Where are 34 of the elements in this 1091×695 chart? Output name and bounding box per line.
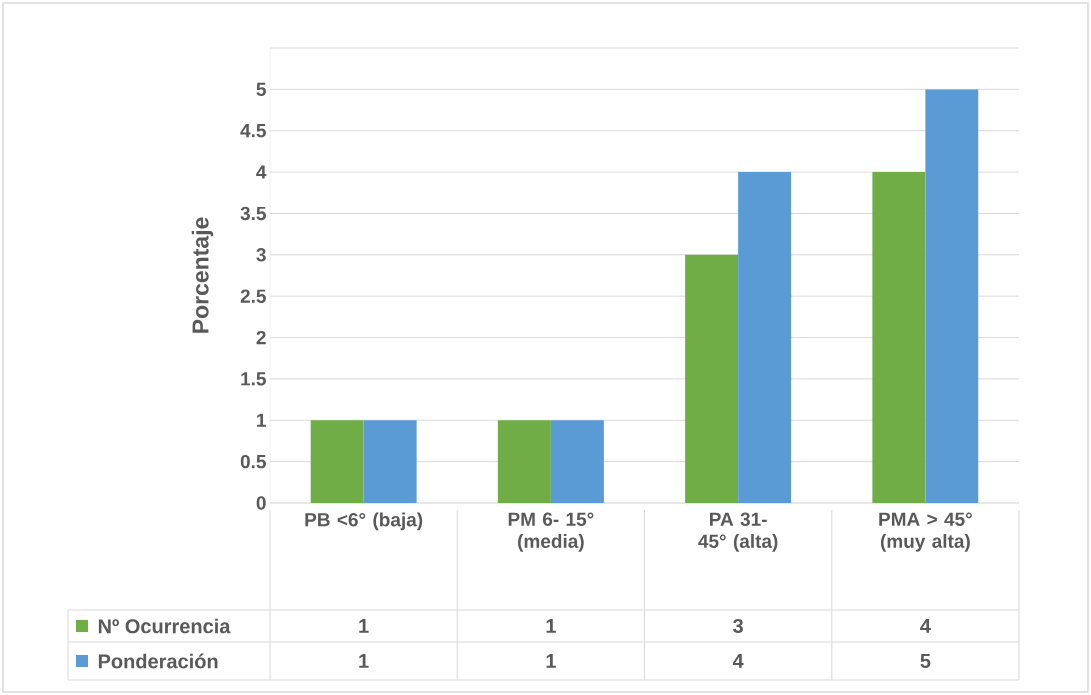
y-tick-label: 3 — [256, 248, 266, 262]
bar — [497, 420, 551, 503]
legend-label: Ponderación — [98, 653, 218, 669]
bar — [925, 89, 979, 503]
data-label: 4 — [920, 619, 931, 633]
data-label: 5 — [920, 654, 931, 668]
y-tick-label: 5 — [256, 82, 266, 96]
y-tick-label: 4.5 — [240, 124, 266, 138]
data-label: 1 — [359, 654, 369, 668]
y-tick-label: 2.5 — [240, 289, 266, 303]
y-tick-label: 0.5 — [240, 454, 266, 469]
x-tick-label: PM 6- 15° (media) — [508, 512, 594, 552]
x-tick-label: PMA > 45° (muy alta) — [879, 512, 972, 552]
legend-label: Nº Ocurrencia — [98, 618, 231, 634]
y-tick-label: 4 — [256, 165, 267, 179]
bar — [872, 172, 926, 503]
bar — [685, 254, 739, 503]
y-tick-label: 1 — [257, 413, 266, 427]
data-label: 3 — [733, 618, 743, 634]
data-label: 1 — [546, 654, 556, 668]
x-tick-label: PA 31- 45° (alta) — [698, 512, 778, 552]
x-tick-label: PB <6° (baja) — [305, 512, 423, 531]
y-tick-label: 3.5 — [240, 206, 266, 221]
y-tick-label: 1.5 — [241, 372, 266, 386]
data-label: 4 — [732, 654, 744, 668]
bar — [363, 420, 417, 503]
y-tick-label: 0 — [256, 496, 266, 510]
bar — [738, 172, 792, 503]
bar — [550, 420, 604, 503]
data-label: 1 — [546, 619, 556, 633]
data-label: 1 — [359, 619, 369, 633]
y-tick-label: 2 — [256, 330, 266, 345]
y-axis-title: Porcentaje — [191, 217, 214, 333]
bar — [310, 420, 364, 503]
